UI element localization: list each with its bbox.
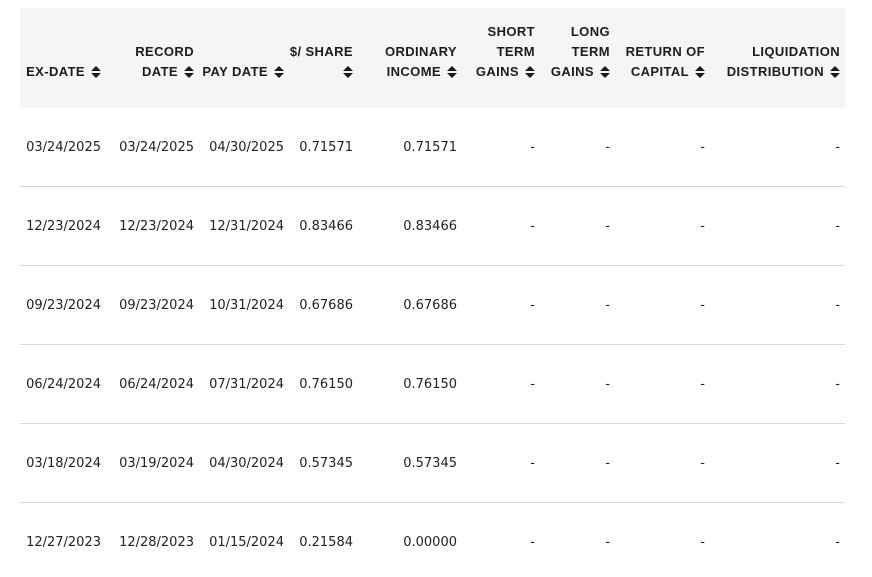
cell-long-term-gains: - bbox=[605, 376, 610, 392]
column-header-liquidation-distribution[interactable]: LIQUIDATION DISTRIBUTION bbox=[707, 8, 845, 108]
sort-arrows-icon[interactable] bbox=[343, 66, 353, 78]
column-header-label: RECORD DATE bbox=[135, 44, 194, 79]
cell-short-term-gains: - bbox=[530, 139, 535, 155]
cell-short-term-gains: - bbox=[530, 218, 535, 234]
cell-record-date: 03/24/2025 bbox=[119, 139, 194, 155]
column-header-label: ORDINARY INCOME bbox=[384, 44, 457, 79]
column-header-label: $/ SHARE bbox=[289, 44, 353, 59]
cell-return-of-capital: - bbox=[700, 218, 705, 234]
cell-ex-date: 12/23/2024 bbox=[26, 218, 101, 234]
column-header-label: PAY DATE bbox=[202, 64, 268, 79]
cell-long-term-gains: - bbox=[605, 455, 610, 471]
cell-long-term-gains: - bbox=[605, 297, 610, 313]
cell-ordinary-income: 0.57345 bbox=[403, 455, 457, 471]
sort-arrows-icon[interactable] bbox=[830, 66, 840, 78]
cell-record-date: 09/23/2024 bbox=[119, 297, 194, 313]
cell-per-share: 0.83466 bbox=[299, 218, 353, 234]
cell-pay-date: 04/30/2025 bbox=[209, 139, 284, 155]
cell-ordinary-income: 0.00000 bbox=[403, 534, 457, 550]
cell-return-of-capital: - bbox=[700, 376, 705, 392]
column-header-record-date[interactable]: RECORD DATE bbox=[103, 8, 196, 108]
cell-ex-date: 12/27/2023 bbox=[26, 534, 101, 550]
table-header-row: EX-DATE RECORD DATE PAY DATE $/ SHARE OR… bbox=[20, 8, 845, 108]
column-header-long-term-gains[interactable]: LONG TERM GAINS bbox=[537, 8, 612, 108]
cell-long-term-gains: - bbox=[605, 139, 610, 155]
cell-pay-date: 10/31/2024 bbox=[209, 297, 284, 313]
cell-ex-date: 03/24/2025 bbox=[26, 139, 101, 155]
cell-ordinary-income: 0.71571 bbox=[403, 139, 457, 155]
cell-ordinary-income: 0.83466 bbox=[403, 218, 457, 234]
cell-short-term-gains: - bbox=[530, 297, 535, 313]
cell-short-term-gains: - bbox=[530, 455, 535, 471]
column-header-ordinary-income[interactable]: ORDINARY INCOME bbox=[355, 8, 459, 108]
sort-arrows-icon[interactable] bbox=[600, 66, 610, 78]
cell-return-of-capital: - bbox=[700, 455, 705, 471]
cell-ordinary-income: 0.67686 bbox=[403, 297, 457, 313]
cell-record-date: 03/19/2024 bbox=[119, 455, 194, 471]
table-row: 12/23/2024 12/23/2024 12/31/2024 0.83466 0.8… bbox=[20, 187, 845, 266]
table-row: 12/27/2023 12/28/2023 01/15/2024 0.21584 0.0… bbox=[20, 503, 845, 577]
table-row: 03/24/2025 03/24/2025 04/30/2025 0.71571 0.7… bbox=[20, 108, 845, 187]
cell-long-term-gains: - bbox=[605, 534, 610, 550]
column-header-per-share[interactable]: $/ SHARE bbox=[286, 8, 355, 108]
sort-arrows-icon[interactable] bbox=[91, 66, 101, 78]
cell-ex-date: 06/24/2024 bbox=[26, 376, 101, 392]
column-header-label: EX-DATE bbox=[26, 64, 85, 79]
distributions-table: EX-DATE RECORD DATE PAY DATE $/ SHARE OR… bbox=[20, 8, 845, 577]
cell-short-term-gains: - bbox=[530, 534, 535, 550]
table-row: 09/23/2024 09/23/2024 10/31/2024 0.67686 0.6… bbox=[20, 266, 845, 345]
cell-per-share: 0.76150 bbox=[299, 376, 353, 392]
column-header-label: RETURN OF CAPITAL bbox=[625, 44, 705, 79]
cell-liquidation-distribution: - bbox=[835, 534, 840, 550]
cell-liquidation-distribution: - bbox=[835, 297, 840, 313]
cell-record-date: 06/24/2024 bbox=[119, 376, 194, 392]
cell-liquidation-distribution: - bbox=[835, 455, 840, 471]
cell-liquidation-distribution: - bbox=[835, 139, 840, 155]
cell-liquidation-distribution: - bbox=[835, 218, 840, 234]
sort-arrows-icon[interactable] bbox=[274, 66, 284, 78]
table-header: EX-DATE RECORD DATE PAY DATE $/ SHARE OR… bbox=[20, 8, 845, 108]
cell-short-term-gains: - bbox=[530, 376, 535, 392]
cell-ex-date: 09/23/2024 bbox=[26, 297, 101, 313]
table-body: 03/24/2025 03/24/2025 04/30/2025 0.71571 0.7… bbox=[20, 108, 845, 577]
table-row: 06/24/2024 06/24/2024 07/31/2024 0.76150 0.7… bbox=[20, 345, 845, 424]
cell-record-date: 12/28/2023 bbox=[119, 534, 194, 550]
cell-per-share: 0.71571 bbox=[299, 139, 353, 155]
cell-pay-date: 07/31/2024 bbox=[209, 376, 284, 392]
column-header-label: LONG TERM GAINS bbox=[550, 24, 610, 79]
column-header-short-term-gains[interactable]: SHORT TERM GAINS bbox=[459, 8, 537, 108]
cell-pay-date: 04/30/2024 bbox=[209, 455, 284, 471]
cell-per-share: 0.57345 bbox=[299, 455, 353, 471]
cell-pay-date: 12/31/2024 bbox=[209, 218, 284, 234]
column-header-label: LIQUIDATION DISTRIBUTION bbox=[726, 44, 840, 79]
cell-record-date: 12/23/2024 bbox=[119, 218, 194, 234]
column-header-ex-date[interactable]: EX-DATE bbox=[20, 8, 103, 108]
cell-ex-date: 03/18/2024 bbox=[26, 455, 101, 471]
cell-return-of-capital: - bbox=[700, 534, 705, 550]
cell-liquidation-distribution: - bbox=[835, 376, 840, 392]
cell-return-of-capital: - bbox=[700, 297, 705, 313]
distributions-table-container: EX-DATE RECORD DATE PAY DATE $/ SHARE OR… bbox=[20, 8, 845, 577]
cell-ordinary-income: 0.76150 bbox=[403, 376, 457, 392]
column-header-pay-date[interactable]: PAY DATE bbox=[196, 8, 286, 108]
cell-long-term-gains: - bbox=[605, 218, 610, 234]
sort-arrows-icon[interactable] bbox=[184, 66, 194, 78]
cell-pay-date: 01/15/2024 bbox=[209, 534, 284, 550]
column-header-label: SHORT TERM GAINS bbox=[475, 24, 535, 79]
table-row: 03/18/2024 03/19/2024 04/30/2024 0.57345 0.5… bbox=[20, 424, 845, 503]
sort-arrows-icon[interactable] bbox=[447, 66, 457, 78]
sort-arrows-icon[interactable] bbox=[525, 66, 535, 78]
column-header-return-of-capital[interactable]: RETURN OF CAPITAL bbox=[612, 8, 707, 108]
sort-arrows-icon[interactable] bbox=[695, 66, 705, 78]
cell-per-share: 0.67686 bbox=[299, 297, 353, 313]
cell-per-share: 0.21584 bbox=[299, 534, 353, 550]
cell-return-of-capital: - bbox=[700, 139, 705, 155]
